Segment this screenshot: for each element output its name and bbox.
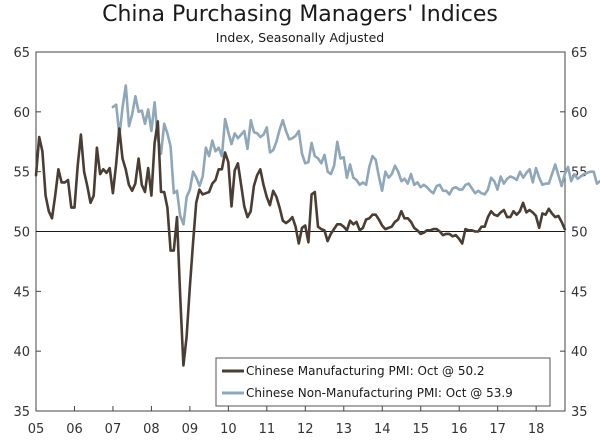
- x-tick-label: 06: [66, 422, 83, 437]
- chart-subtitle: Index, Seasonally Adjusted: [215, 30, 385, 45]
- y-tick-label-left: 35: [13, 405, 30, 420]
- x-tick-label: 10: [220, 422, 237, 437]
- y-tick-label-left: 45: [13, 285, 30, 300]
- x-tick-label: 18: [528, 422, 545, 437]
- x-tick-label: 16: [451, 422, 468, 437]
- x-tick-label: 05: [28, 422, 45, 437]
- x-tick-label: 17: [489, 422, 506, 437]
- y-tick-label-right: 40: [571, 345, 588, 360]
- x-tick-label: 14: [374, 422, 391, 437]
- legend-label-manufacturing: Chinese Manufacturing PMI: Oct @ 50.2: [246, 364, 485, 378]
- x-tick-label: 12: [297, 422, 314, 437]
- x-tick-label: 07: [105, 422, 122, 437]
- y-tick-label-right: 65: [571, 46, 588, 61]
- y-tick-label-right: 35: [571, 405, 588, 420]
- legend-label-non-manufacturing: Chinese Non-Manufacturing PMI: Oct @ 53.…: [246, 386, 513, 400]
- legend: Chinese Manufacturing PMI: Oct @ 50.2 Ch…: [215, 357, 551, 407]
- legend-box: [215, 357, 551, 407]
- series-layer: [34, 84, 600, 367]
- x-tick-label: 13: [336, 422, 353, 437]
- x-tick-label: 09: [182, 422, 199, 437]
- y-tick-label-left: 55: [13, 166, 30, 181]
- y-tick-label-left: 40: [13, 345, 30, 360]
- y-tick-label-right: 45: [571, 285, 588, 300]
- y-tick-label-right: 50: [571, 226, 588, 241]
- x-tick-label: 08: [143, 422, 160, 437]
- y-tick-label-right: 60: [571, 106, 588, 121]
- series-line-non-manufacturing: [111, 84, 600, 226]
- y-tick-label-left: 65: [13, 46, 30, 61]
- y-tick-label-left: 50: [13, 226, 30, 241]
- x-tick-label: 11: [259, 422, 276, 437]
- chart-title: China Purchasing Managers' Indices: [102, 2, 498, 27]
- x-tick-label: 15: [412, 422, 429, 437]
- y-tick-label-left: 60: [13, 106, 30, 121]
- series-line-manufacturing: [34, 120, 567, 367]
